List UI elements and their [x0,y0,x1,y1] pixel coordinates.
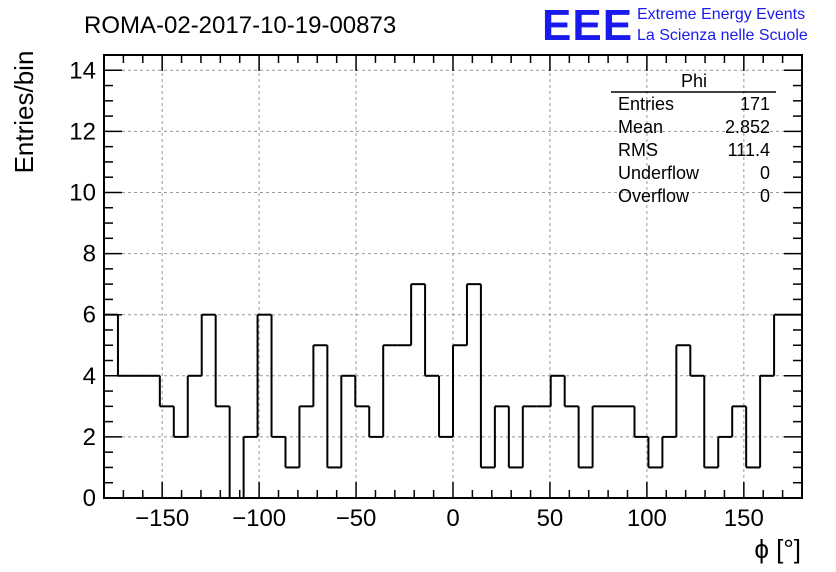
chart-title: ROMA-02-2017-10-19-00873 [84,12,396,39]
logo-line1: Extreme Energy Events [637,6,805,23]
y-tick-label: 12 [69,118,96,145]
x-tick-label: 100 [627,505,667,532]
x-tick-label: −50 [336,505,377,532]
y-tick-label: 2 [83,424,96,451]
stats-label: Entries [618,94,674,114]
x-tick-label: −100 [232,505,286,532]
stats-box: Phi Entries 171 Mean 2.852 RMS 111.4 Underflow… [611,71,776,206]
stats-label: Underflow [618,163,700,183]
x-tick-label: 0 [446,505,459,532]
histogram-bars [103,283,802,499]
eee-logo: EEE Extreme Energy Events La Scienza nel… [542,1,808,50]
y-tick-label: 10 [69,179,96,206]
stats-label: Overflow [618,186,690,206]
stats-value: 0 [760,163,770,183]
stats-value: 111.4 [728,140,770,160]
logo-line2: La Scienza nelle Scuole [637,27,808,44]
grid [104,55,802,498]
x-tick-label: 50 [537,505,564,532]
x-tick-label: −150 [135,505,189,532]
y-tick-label: 0 [83,485,96,512]
stats-label: Mean [618,117,663,137]
stats-value: 171 [740,94,770,114]
y-tick-label: 14 [69,57,96,84]
stats-title: Phi [681,71,707,91]
stats-value: 2.852 [725,117,770,137]
y-axis-label: Entries/bin [9,51,39,174]
x-tick-label: 150 [724,505,764,532]
stats-rows: Entries 171 Mean 2.852 RMS 111.4 Underflow 0 Ove… [618,94,770,206]
x-axis-ticks: −150 −100 −50 0 50 100 150 [122,55,784,532]
y-tick-label: 4 [83,363,96,390]
y-axis-ticks: 0 2 4 6 8 10 12 14 [69,54,802,512]
logo-mark: EEE [542,1,633,50]
x-axis-label: ϕ [°] [754,534,801,564]
y-tick-label: 8 [83,241,96,268]
y-tick-label: 6 [83,302,96,329]
stats-value: 0 [760,186,770,206]
stats-label: RMS [618,140,658,160]
